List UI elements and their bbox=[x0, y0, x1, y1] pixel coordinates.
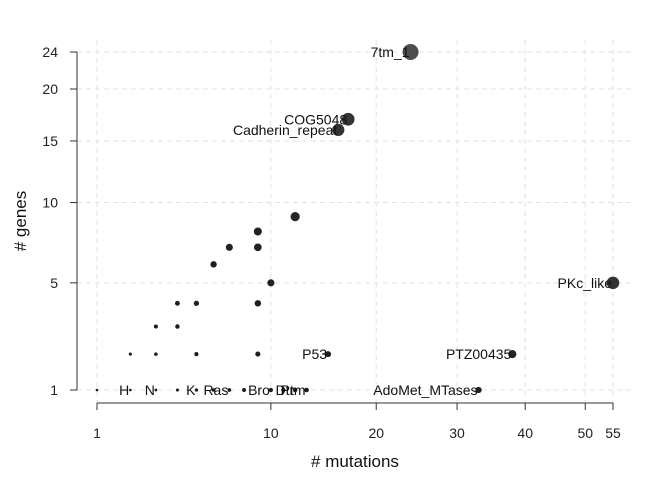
data-point bbox=[341, 112, 355, 126]
data-point bbox=[475, 386, 482, 394]
data-point bbox=[254, 300, 262, 307]
data-point bbox=[267, 279, 275, 287]
data-point bbox=[210, 261, 217, 268]
data-point bbox=[154, 352, 158, 356]
x-tick-label: 20 bbox=[368, 425, 384, 441]
point-label: COG5048 bbox=[284, 111, 347, 127]
y-tick-label: 1 bbox=[50, 382, 58, 398]
data-point bbox=[128, 352, 132, 356]
y-tick-label: 10 bbox=[42, 195, 58, 211]
x-tick-label: 30 bbox=[449, 425, 465, 441]
data-point bbox=[253, 227, 262, 236]
point-label: P53 bbox=[302, 346, 327, 362]
data-point bbox=[95, 388, 99, 392]
x-tick-label: 1 bbox=[93, 425, 101, 441]
data-point bbox=[268, 387, 273, 393]
data-point bbox=[325, 351, 332, 358]
data-point bbox=[194, 388, 199, 392]
x-tick-label: 55 bbox=[605, 425, 621, 441]
data-point bbox=[242, 388, 246, 392]
data-point bbox=[175, 388, 179, 392]
data-point bbox=[211, 388, 216, 392]
point-label: PTZ00435 bbox=[446, 346, 512, 362]
x-axis-title: # mutations bbox=[311, 452, 399, 471]
point-label: Ptm bbox=[281, 382, 306, 398]
data-point bbox=[606, 276, 620, 290]
data-point bbox=[193, 300, 200, 306]
point-label: PKc_like bbox=[558, 275, 613, 291]
x-axis-ticks: 1 10 20 30 40 50 55 bbox=[93, 403, 621, 441]
data-point bbox=[255, 351, 261, 357]
point-label: H bbox=[119, 382, 129, 398]
data-point bbox=[290, 212, 300, 222]
data-point bbox=[153, 324, 158, 329]
data-point bbox=[227, 388, 232, 392]
x-tick-label: 50 bbox=[577, 425, 593, 441]
grid-lines bbox=[77, 40, 632, 403]
data-point bbox=[154, 388, 158, 392]
y-tick-label: 5 bbox=[50, 275, 58, 291]
point-label: Ras bbox=[203, 382, 228, 398]
y-tick-label: 20 bbox=[42, 81, 58, 97]
point-label: Bro bbox=[248, 382, 270, 398]
data-point bbox=[332, 123, 345, 137]
x-tick-label: 40 bbox=[517, 425, 533, 441]
point-label: Cadherin_repeat bbox=[233, 122, 337, 138]
data-point bbox=[292, 387, 298, 393]
data-point bbox=[402, 44, 419, 60]
data-point bbox=[304, 387, 309, 393]
data-point bbox=[194, 351, 199, 357]
data-point bbox=[225, 243, 233, 251]
y-axis-title: # genes bbox=[11, 191, 30, 252]
point-label: Dtr bbox=[275, 382, 294, 398]
point-label: 7tm_1 bbox=[371, 44, 410, 60]
y-tick-label: 15 bbox=[42, 133, 58, 149]
y-tick-label: 24 bbox=[42, 44, 58, 60]
data-point bbox=[175, 324, 180, 329]
point-label: AdoMet_MTases bbox=[373, 382, 477, 398]
point-label: K bbox=[186, 382, 196, 398]
data-point bbox=[253, 243, 262, 252]
point-label: N bbox=[145, 382, 155, 398]
data-point bbox=[281, 387, 286, 393]
x-tick-label: 10 bbox=[263, 425, 279, 441]
data-point bbox=[508, 349, 517, 359]
data-points bbox=[95, 44, 620, 394]
data-point bbox=[174, 300, 180, 306]
data-point bbox=[129, 388, 132, 392]
